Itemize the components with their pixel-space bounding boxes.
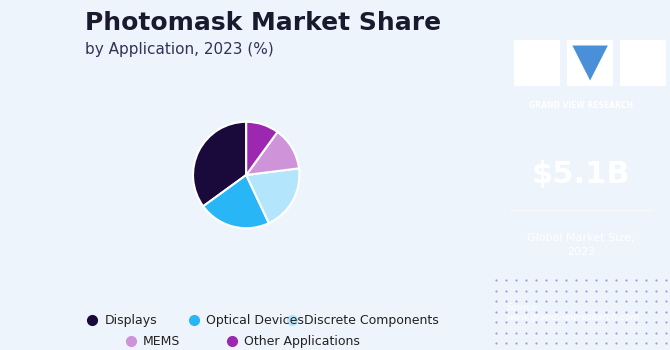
Text: Global Market Size,
2023: Global Market Size, 2023 <box>527 233 635 257</box>
FancyBboxPatch shape <box>567 40 613 86</box>
FancyBboxPatch shape <box>620 40 667 86</box>
Wedge shape <box>203 175 269 228</box>
Text: Displays: Displays <box>105 314 157 327</box>
FancyBboxPatch shape <box>514 40 560 86</box>
Wedge shape <box>247 168 299 223</box>
Text: $5.1B: $5.1B <box>532 161 630 189</box>
Wedge shape <box>193 122 247 206</box>
Wedge shape <box>247 132 299 175</box>
Text: GRAND VIEW RESEARCH: GRAND VIEW RESEARCH <box>529 100 633 110</box>
Text: by Application, 2023 (%): by Application, 2023 (%) <box>85 42 274 57</box>
Wedge shape <box>246 122 277 175</box>
Text: Discrete Components: Discrete Components <box>304 314 439 327</box>
Polygon shape <box>572 46 608 80</box>
Text: Source:
www.grandviewresearch.com: Source: www.grandviewresearch.com <box>507 303 640 322</box>
Text: Photomask Market Share: Photomask Market Share <box>85 10 442 35</box>
Text: MEMS: MEMS <box>143 335 180 348</box>
Text: Optical Devices: Optical Devices <box>206 314 304 327</box>
Text: Other Applications: Other Applications <box>245 335 360 348</box>
